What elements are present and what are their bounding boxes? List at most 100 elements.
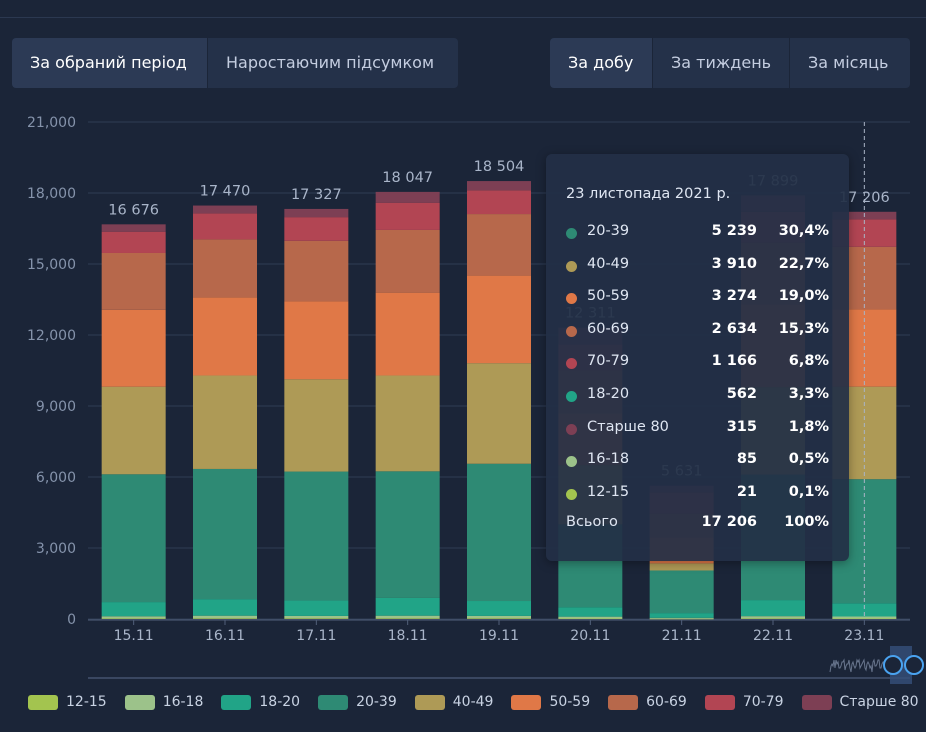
bar-segment-20-39[interactable]	[649, 570, 714, 614]
bar-segment-16-18[interactable]	[649, 617, 714, 619]
bar-segment-16-18[interactable]	[193, 615, 257, 619]
bar-segment-12-15[interactable]	[193, 618, 257, 619]
bar-segment-12-15[interactable]	[741, 618, 805, 619]
bar-segment-18-20[interactable]	[284, 600, 349, 616]
bar-segment-12-15[interactable]	[101, 618, 166, 619]
bar-segment-18-20[interactable]	[832, 603, 897, 617]
bar-segment-16-18[interactable]	[832, 616, 897, 619]
bar-segment-40-49[interactable]	[649, 563, 714, 571]
tooltip-row: 20-39 5 239 30,4%	[566, 223, 831, 243]
bar-segment-20-39[interactable]	[375, 471, 440, 598]
tooltip-series-percent: 15,3%	[778, 320, 829, 337]
bar-segment-Старше-80[interactable]	[467, 181, 531, 191]
legend-item[interactable]: 18-20	[221, 694, 300, 710]
bar-segment-12-15[interactable]	[832, 618, 897, 620]
x-tick-label: 18.11	[388, 628, 428, 644]
bar-segment-60-69[interactable]	[375, 229, 440, 293]
bar-segment-12-15[interactable]	[375, 618, 440, 619]
bar-segment-70-79[interactable]	[193, 213, 257, 240]
bar-segment-12-15[interactable]	[649, 618, 714, 620]
legend-item[interactable]: 70-79	[704, 694, 784, 710]
tooltip-series-value: 85	[736, 451, 757, 468]
tooltip-series-value: 3 910	[711, 255, 757, 272]
tooltip-series-value: 5 239	[711, 223, 757, 239]
bar-segment-16-18[interactable]	[558, 616, 623, 619]
bar-segment-70-79[interactable]	[101, 231, 166, 253]
bar-segment-40-49[interactable]	[284, 379, 349, 472]
bar-segment-Старше-80[interactable]	[375, 191, 440, 203]
bar-segment-12-15[interactable]	[467, 618, 531, 619]
bar-segment-60-69[interactable]	[467, 214, 531, 276]
bar-segment-Старше-80[interactable]	[101, 224, 166, 232]
tooltip-series-value: 21	[736, 483, 757, 500]
bar-segment-18-20[interactable]	[558, 607, 623, 617]
tooltip-series-label: 40-49	[587, 255, 630, 272]
bar-segment-Старше-80[interactable]	[284, 208, 349, 218]
y-tick-label: 21,000	[27, 115, 76, 131]
legend-item[interactable]: Старше 80	[801, 694, 919, 710]
tooltip-row: 16-18 85 0,5%	[566, 451, 831, 471]
legend-item[interactable]: 16-18	[124, 694, 203, 710]
bar-segment-18-20[interactable]	[467, 601, 531, 616]
bar-segment-50-59[interactable]	[467, 275, 531, 364]
bar-segment-20-39[interactable]	[101, 474, 166, 603]
bar-segment-50-59[interactable]	[375, 292, 440, 376]
bar-segment-50-59[interactable]	[193, 297, 257, 376]
bar-segment-50-59[interactable]	[101, 309, 166, 387]
tab-per-week[interactable]: За тиждень	[652, 38, 789, 88]
legend-item[interactable]: 40-49	[414, 694, 493, 710]
tab-per-day[interactable]: За добу	[550, 38, 652, 88]
bar-segment-12-15[interactable]	[284, 618, 349, 619]
bar-segment-12-15[interactable]	[558, 618, 623, 620]
tab-cumulative[interactable]: Наростаючим підсумком	[207, 38, 458, 88]
legend-item[interactable]: 20-39	[318, 694, 397, 710]
bar-segment-40-49[interactable]	[467, 363, 531, 464]
bar-segment-70-79[interactable]	[284, 217, 349, 241]
bar-segment-18-20[interactable]	[741, 600, 805, 617]
bar-segment-50-59[interactable]	[284, 301, 349, 380]
bar-segment-70-79[interactable]	[375, 202, 440, 230]
bar-segment-60-69[interactable]	[284, 240, 349, 302]
legend-item[interactable]: 12-15	[28, 694, 107, 710]
bar-segment-18-20[interactable]	[101, 602, 166, 617]
tooltip-row: 12-15 21 0,1%	[566, 484, 831, 504]
legend-item[interactable]: 60-69	[608, 694, 687, 710]
tab-per-month[interactable]: За місяць	[789, 38, 910, 88]
tooltip-total-value: 17 206	[701, 514, 758, 530]
tooltip-series-percent: 30,4%	[778, 223, 829, 239]
bar-segment-40-49[interactable]	[101, 386, 166, 475]
y-tick-label: 9,000	[36, 399, 76, 415]
period-mode-switch: За обраний період Наростаючим підсумком	[12, 38, 458, 88]
chart-tooltip: 23 листопада 2021 р. 20-39 5 239 30,4% 40-4…	[546, 154, 849, 561]
bar-segment-40-49[interactable]	[375, 375, 440, 472]
legend-label: 50-59	[549, 694, 591, 710]
bar-segment-16-18[interactable]	[375, 615, 440, 619]
legend-label: 70-79	[742, 694, 784, 710]
bar-segment-16-18[interactable]	[467, 615, 531, 619]
bar-segment-70-79[interactable]	[467, 190, 531, 215]
series-dot-icon	[566, 228, 577, 239]
legend-item[interactable]: 50-59	[511, 694, 590, 710]
navigator-right-handle[interactable]	[904, 655, 924, 675]
bar-segment-16-18[interactable]	[101, 616, 166, 619]
tooltip-total-percent: 100%	[784, 514, 829, 530]
bar-segment-40-49[interactable]	[193, 375, 257, 469]
bar-segment-20-39[interactable]	[284, 471, 349, 601]
bar-segment-Старше-80[interactable]	[193, 205, 257, 214]
tab-selected-period[interactable]: За обраний період	[12, 38, 207, 88]
legend-swatch	[608, 694, 639, 710]
bar-segment-16-18[interactable]	[741, 616, 805, 619]
legend-label: 20-39	[356, 694, 397, 710]
bar-segment-18-20[interactable]	[649, 613, 714, 618]
bar-segment-20-39[interactable]	[193, 468, 257, 600]
bar-segment-20-39[interactable]	[467, 463, 531, 602]
bar-segment-60-69[interactable]	[101, 252, 166, 310]
legend-label: 18-20	[259, 694, 301, 710]
bar-segment-18-20[interactable]	[375, 597, 440, 616]
bar-segment-60-69[interactable]	[193, 239, 257, 298]
navigator-left-handle[interactable]	[883, 655, 903, 675]
bar-segment-16-18[interactable]	[284, 615, 349, 619]
series-dot-icon	[566, 456, 577, 468]
bar-segment-18-20[interactable]	[193, 599, 257, 616]
bar-total-label: 17 327	[291, 187, 342, 203]
